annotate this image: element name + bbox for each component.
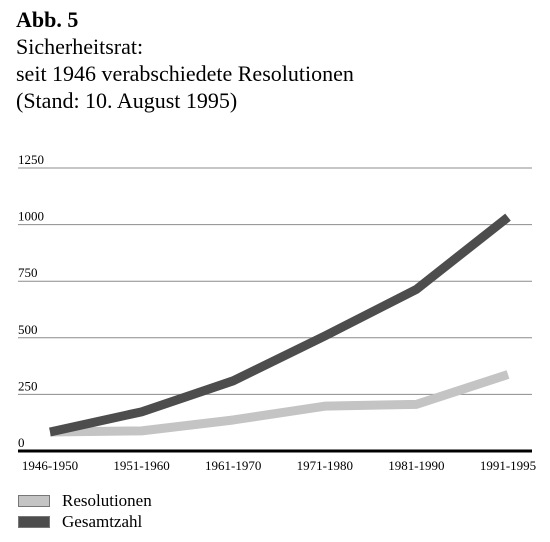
chart-heading: Abb. 5 Sicherheitsrat: seit 1946 verabsc… xyxy=(16,6,354,114)
x-tick-label-1991-1995: 1991-1995 xyxy=(480,458,536,473)
chart-title-line-2: seit 1946 verabschiedete Resolutionen xyxy=(16,61,354,86)
y-tick-label-250: 250 xyxy=(18,378,38,393)
x-tick-label-1961-1970: 1961-1970 xyxy=(205,458,261,473)
y-tick-label-0: 0 xyxy=(18,435,25,450)
legend-label-gesamtzahl: Gesamtzahl xyxy=(62,511,143,531)
x-tick-label-1946-1950: 1946-1950 xyxy=(22,458,78,473)
legend-item-gesamtzahl: Gesamtzahl xyxy=(18,511,152,532)
y-tick-label-1250: 1250 xyxy=(18,152,44,167)
legend-label-resolutionen: Resolutionen xyxy=(62,490,152,510)
x-tick-label-1951-1960: 1951-1960 xyxy=(113,458,169,473)
legend-swatch-resolutionen xyxy=(18,494,50,507)
y-tick-label-1000: 1000 xyxy=(18,209,44,224)
x-tick-label-1971-1980: 1971-1980 xyxy=(297,458,353,473)
legend-item-resolutionen: Resolutionen xyxy=(18,490,152,511)
series-line-resolutionen xyxy=(49,370,510,437)
chart-legend: Resolutionen Gesamtzahl xyxy=(18,490,152,532)
chart-title-line-1: Sicherheitsrat: xyxy=(16,34,144,59)
y-tick-label-500: 500 xyxy=(18,322,38,337)
figure-label: Abb. 5 xyxy=(16,7,79,32)
chart-title-line-3: (Stand: 10. August 1995) xyxy=(16,88,238,113)
x-tick-label-1981-1990: 1981-1990 xyxy=(388,458,444,473)
y-tick-label-750: 750 xyxy=(18,265,38,280)
legend-swatch-gesamtzahl xyxy=(18,515,50,528)
series-line-gesamtzahl xyxy=(49,213,511,437)
